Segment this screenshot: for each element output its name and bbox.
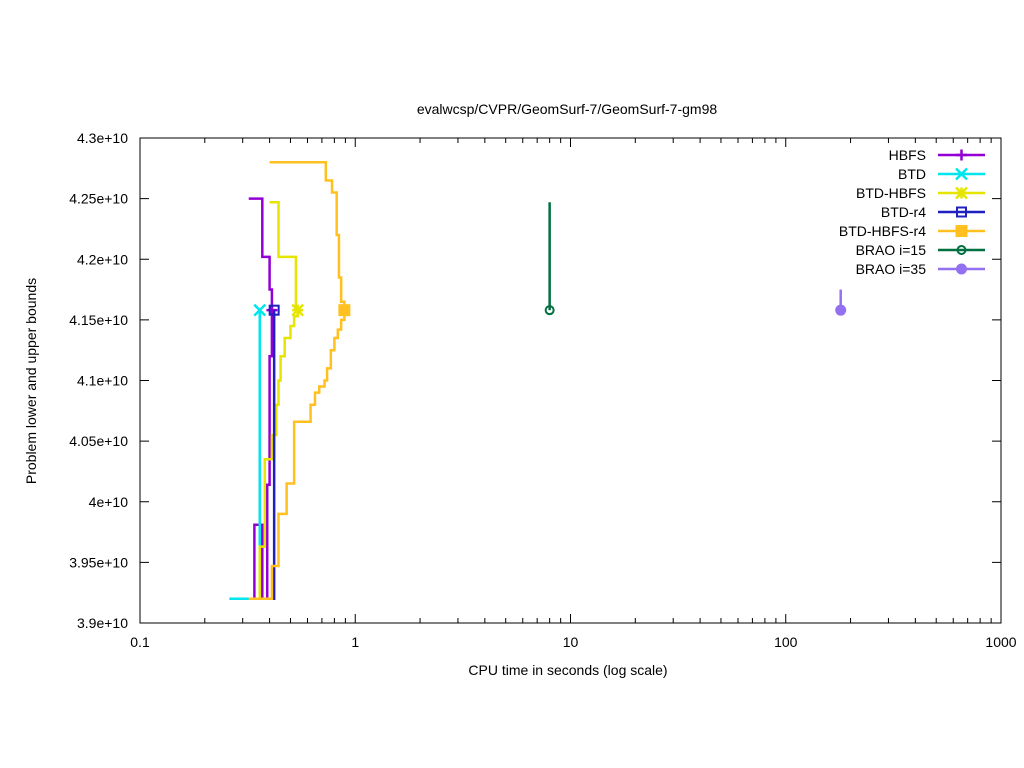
y-tick-label: 4.25e+10 <box>69 191 128 207</box>
y-tick-label: 4.15e+10 <box>69 312 128 328</box>
x-tick-label: 1 <box>351 634 359 650</box>
legend-marker <box>956 263 967 275</box>
legend-label: HBFS <box>889 147 926 163</box>
legend-item-brao-i-15: BRAO i=15 <box>856 242 985 258</box>
y-tick-label: 4.2e+10 <box>77 251 128 267</box>
x-tick-label: 10 <box>563 634 579 650</box>
legend-item-btd: BTD <box>898 166 985 182</box>
legend-marker <box>955 225 968 237</box>
legend-label: BTD-HBFS <box>856 185 926 201</box>
series-line-btd-hbfs <box>269 201 298 312</box>
legend-marker <box>956 245 967 255</box>
legend-marker <box>955 167 968 181</box>
legend-item-btd-r4: BTD-r4 <box>881 204 985 220</box>
legend-label: BTD-r4 <box>881 204 926 220</box>
chart-title: evalwcsp/CVPR/GeomSurf-7/GeomSurf-7-gm98 <box>417 101 718 117</box>
series-point-brao-i-35 <box>835 304 847 316</box>
legend-item-hbfs: HBFS <box>889 147 985 163</box>
legend-item-btd-hbfs-r4: BTD-HBFS-r4 <box>839 223 985 239</box>
legend-label: BTD <box>898 166 926 182</box>
series-line-btd-hbfs-r4 <box>269 161 346 311</box>
legend-item-brao-i-35: BRAO i=35 <box>856 261 985 277</box>
series-line-hbfs <box>253 310 274 600</box>
y-tick-label: 4.3e+10 <box>77 130 128 146</box>
series-point-btd-hbfs-r4 <box>338 304 351 317</box>
legend-label: BTD-HBFS-r4 <box>839 223 926 239</box>
y-tick-label: 4e+10 <box>89 494 129 510</box>
series-btd-hbfs <box>258 201 305 599</box>
y-axis-label: Problem lower and upper bounds <box>23 278 39 484</box>
y-axis: 3.9e+10 3.95e+10 4e+10 4.05e+10 4.1e+10 4.15e… <box>69 130 1001 631</box>
series-point-btd-r4 <box>268 304 280 316</box>
legend-label: BRAO i=15 <box>856 242 927 258</box>
x-tick-label: 1000 <box>985 634 1016 650</box>
series-point-brao-i-15 <box>544 305 555 316</box>
plot-series <box>229 161 847 600</box>
x-axis: 0.1 1 10 100 1000 <box>130 138 1017 650</box>
x-axis-label: CPU time in seconds (log scale) <box>468 662 667 678</box>
series-brao-i-35 <box>835 289 847 316</box>
x-tick-label: 0.1 <box>130 634 150 650</box>
series-line-btd-hbfs-r4 <box>248 310 346 600</box>
x-tick-label: 100 <box>774 634 798 650</box>
legend-label: BRAO i=35 <box>856 261 927 277</box>
y-tick-label: 4.1e+10 <box>77 373 128 389</box>
y-tick-label: 3.95e+10 <box>69 554 128 570</box>
legend: HBFS BTD BTD-HBFS BTD-r4 BTD-HBFS-r4 BRAO i=1… <box>839 147 985 277</box>
series-point-btd-hbfs <box>291 303 305 317</box>
y-tick-label: 4.05e+10 <box>69 433 128 449</box>
series-line-btd-hbfs <box>258 310 299 599</box>
legend-item-btd-hbfs: BTD-HBFS <box>856 185 985 201</box>
legend-marker <box>956 149 967 161</box>
series-point-btd <box>253 303 267 317</box>
y-tick-label: 3.9e+10 <box>77 615 128 631</box>
series-brao-i-15 <box>544 202 555 316</box>
legend-marker <box>956 206 967 218</box>
legend-marker <box>955 186 968 200</box>
series-line-hbfs <box>248 197 274 311</box>
series-btd-hbfs-r4 <box>248 161 351 600</box>
